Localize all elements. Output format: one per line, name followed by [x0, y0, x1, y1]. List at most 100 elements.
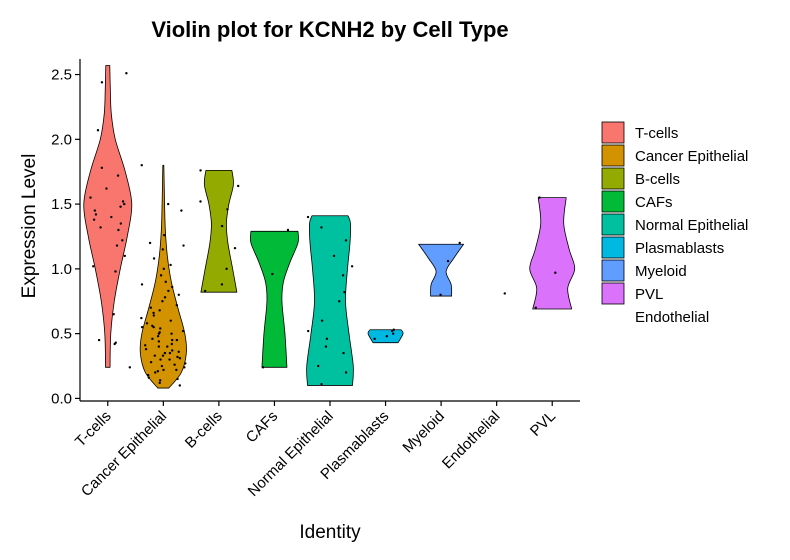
- data-point-t-cells: [92, 218, 96, 221]
- data-point-cancer-epithelial: [140, 325, 144, 329]
- data-point-cancer-epithelial: [169, 263, 172, 267]
- data-point-cancer-epithelial: [180, 209, 183, 212]
- y-tick-label: 0.0: [51, 390, 72, 407]
- data-point-t-cells: [116, 174, 120, 177]
- legend-label-endothelial: Endothelial: [635, 309, 709, 326]
- data-point-t-cells: [115, 244, 119, 247]
- data-point-b-cells: [226, 208, 229, 211]
- data-point-cancer-epithelial: [158, 331, 161, 334]
- data-point-cancer-epithelial: [162, 233, 166, 237]
- data-point-cancer-epithelial: [169, 319, 172, 322]
- data-point-t-cells: [92, 265, 95, 268]
- data-point-cancer-epithelial: [176, 377, 179, 381]
- chart-title: Violin plot for KCNH2 by Cell Type: [151, 17, 508, 42]
- data-point-t-cells: [110, 215, 113, 219]
- data-point-cancer-epithelial: [167, 289, 170, 293]
- data-point-normal-epithelial: [317, 364, 320, 368]
- data-point-cancer-epithelial: [163, 351, 167, 355]
- legend-label-b-cells: B-cells: [635, 171, 680, 188]
- data-point-normal-epithelial: [306, 329, 310, 333]
- data-point-t-cells: [114, 341, 117, 344]
- data-point-normal-epithelial: [325, 337, 329, 341]
- violin-pvl: [529, 197, 576, 310]
- y-tick-label: 1.0: [51, 261, 72, 278]
- data-point-cancer-epithelial: [158, 381, 161, 385]
- legend-label-pvl: PVL: [635, 286, 663, 303]
- data-point-cancer-epithelial: [168, 358, 171, 361]
- y-tick-label: 1.5: [51, 196, 72, 213]
- data-point-cancer-epithelial: [168, 351, 172, 355]
- data-point-cancer-epithelial: [182, 244, 185, 247]
- violin-cancer-epithelial: [139, 164, 187, 389]
- data-point-cancer-epithelial: [162, 267, 166, 271]
- data-point-cancer-epithelial: [161, 248, 164, 251]
- data-point-pvl: [554, 271, 557, 274]
- data-point-normal-epithelial: [343, 290, 346, 294]
- data-point-cancer-epithelial: [171, 338, 174, 342]
- legend-label-normal-epithelial: Normal Epithelial: [635, 217, 748, 234]
- data-point-t-cells: [89, 196, 92, 199]
- data-point-b-cells: [203, 289, 207, 293]
- legend: T-cells Cancer Epithelial B-cells CAFs Norma…: [601, 121, 748, 326]
- data-point-t-cells: [128, 366, 132, 369]
- legend-key-cafs: [601, 190, 625, 213]
- y-axis-ticks: 0.0 0.5 1.0 1.5 2.0 2.5: [51, 67, 80, 407]
- data-point-t-cells: [119, 222, 123, 225]
- data-point-t-cells: [117, 228, 120, 232]
- data-point-cancer-epithelial: [152, 325, 155, 329]
- data-point-cancer-epithelial: [176, 355, 179, 359]
- data-point-normal-epithelial: [342, 351, 345, 355]
- data-point-cancer-epithelial: [157, 345, 161, 348]
- data-point-cancer-epithelial: [147, 376, 150, 379]
- legend-key-b-cells: [601, 167, 625, 190]
- data-point-myeloid: [439, 293, 442, 296]
- data-point-cancer-epithelial: [158, 309, 161, 312]
- data-point-normal-epithelial: [320, 319, 324, 322]
- points-layer: [89, 72, 557, 387]
- data-point-t-cells: [99, 226, 102, 229]
- data-point-plasmablasts: [385, 335, 389, 338]
- data-point-t-cells: [125, 72, 128, 75]
- data-point-t-cells: [97, 338, 101, 342]
- data-point-cancer-epithelial: [152, 257, 156, 260]
- data-point-b-cells: [220, 224, 224, 228]
- data-point-normal-epithelial: [350, 265, 354, 268]
- data-point-cancer-epithelial: [181, 329, 185, 333]
- data-point-normal-epithelial: [306, 215, 310, 219]
- data-point-plasmablasts: [373, 337, 376, 341]
- data-point-cancer-epithelial: [153, 354, 156, 357]
- data-point-cancer-epithelial: [157, 340, 161, 343]
- data-point-cancer-epithelial: [161, 354, 165, 357]
- legend-label-t-cells: T-cells: [635, 125, 678, 142]
- data-point-cancer-epithelial: [171, 349, 174, 352]
- data-point-b-cells: [220, 283, 224, 286]
- x-tick-label-endothelial: Endothelial: [439, 408, 504, 473]
- x-tick-label-cafs: CAFs: [243, 408, 282, 447]
- data-point-b-cells: [199, 169, 202, 172]
- legend-label-plasmablasts: Plasmablasts: [635, 240, 724, 257]
- x-tick-label-pvl: PVL: [527, 408, 559, 440]
- legend-key-normal-epithelial: [601, 213, 625, 236]
- x-tick-label-myeloid: Myeloid: [399, 408, 448, 457]
- data-point-cancer-epithelial: [166, 345, 169, 348]
- data-point-cancer-epithelial: [184, 362, 187, 365]
- data-point-t-cells: [105, 187, 108, 190]
- data-point-cancer-epithelial: [170, 332, 173, 335]
- data-point-normal-epithelial: [344, 239, 348, 242]
- data-point-cancer-epithelial: [162, 368, 165, 372]
- violin-b-cells: [200, 170, 238, 293]
- data-point-cancer-epithelial: [140, 316, 143, 320]
- data-point-t-cells: [96, 129, 100, 132]
- violin-cafs: [249, 230, 299, 368]
- data-point-t-cells: [123, 202, 126, 206]
- data-point-plasmablasts: [392, 332, 395, 335]
- data-point-t-cells: [100, 166, 104, 170]
- data-point-cancer-epithelial: [156, 370, 160, 373]
- data-point-cancer-epithelial: [170, 342, 174, 346]
- data-point-cancer-epithelial: [175, 338, 179, 342]
- data-point-t-cells: [121, 200, 125, 203]
- data-point-pvl: [538, 196, 541, 199]
- data-point-cancer-epithelial: [177, 350, 180, 353]
